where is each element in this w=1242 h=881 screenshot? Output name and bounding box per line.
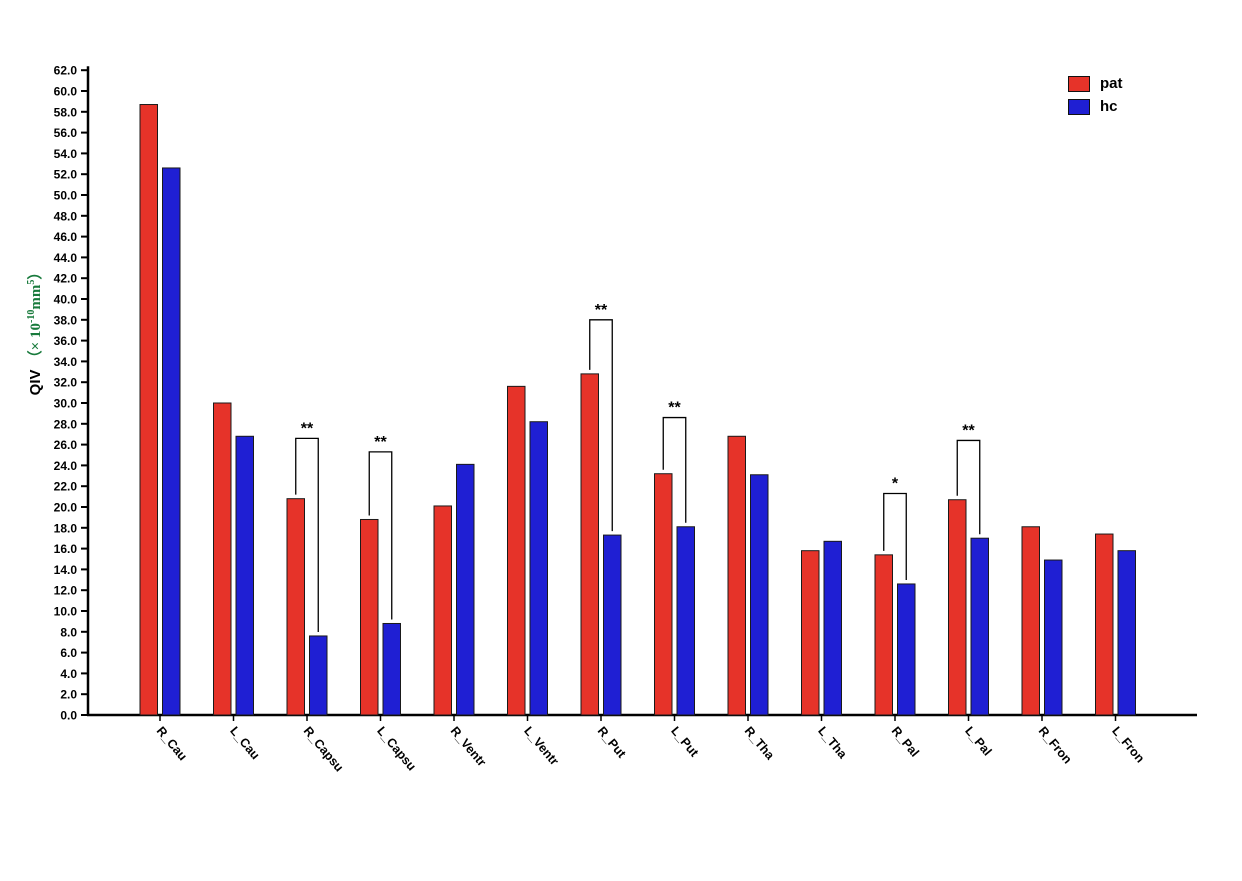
bar-hc-R_Tha bbox=[750, 474, 769, 716]
y-tick-label: 20.0 bbox=[54, 501, 78, 515]
legend-swatch-pat bbox=[1068, 76, 1090, 92]
y-tick-label: 38.0 bbox=[54, 313, 78, 327]
significance-bracket-R_Pal bbox=[883, 492, 907, 580]
bar-pat-L_Capsu bbox=[360, 518, 379, 716]
x-tick-label: L_Put bbox=[668, 724, 702, 760]
bar-hc-L_Pal bbox=[970, 537, 989, 716]
significance-bracket-R_Capsu bbox=[295, 437, 319, 632]
significance-stars-R_Put: ** bbox=[595, 302, 608, 319]
y-tick-label: 14.0 bbox=[54, 563, 78, 577]
y-axis-title: QIV （× 10-10mm5） bbox=[26, 265, 44, 396]
bar-hc-R_Fron bbox=[1044, 559, 1063, 716]
bar-pat-R_Pal bbox=[874, 554, 893, 716]
y-tick-label: 60.0 bbox=[54, 85, 78, 99]
y-tick-label: 8.0 bbox=[60, 625, 77, 639]
x-tick-label: R_Pal bbox=[889, 724, 922, 760]
bar-pat-L_Ventr bbox=[507, 385, 526, 716]
bar-pat-R_Tha bbox=[727, 435, 746, 716]
bar-pat-L_Put bbox=[654, 473, 673, 716]
y-tick-label: 36.0 bbox=[54, 334, 78, 348]
y-tick-label: 26.0 bbox=[54, 438, 78, 452]
y-tick-label: 4.0 bbox=[60, 667, 77, 681]
bar-hc-R_Ventr bbox=[456, 463, 475, 716]
y-tick-label: 30.0 bbox=[54, 397, 78, 411]
y-tick-label: 34.0 bbox=[54, 355, 78, 369]
legend-swatch-hc bbox=[1068, 99, 1090, 115]
y-tick-label: 22.0 bbox=[54, 480, 78, 494]
y-tick-label: 6.0 bbox=[60, 646, 77, 660]
significance-stars-R_Capsu: ** bbox=[301, 420, 314, 437]
significance-stars-L_Capsu: ** bbox=[374, 434, 387, 451]
x-tick-label: R_Capsu bbox=[301, 724, 347, 775]
significance-bracket-L_Put bbox=[662, 416, 687, 523]
y-tick-label: 32.0 bbox=[54, 376, 78, 390]
bar-hc-L_Cau bbox=[235, 435, 254, 716]
bar-hc-R_Cau bbox=[162, 167, 181, 716]
bar-pat-L_Cau bbox=[213, 402, 232, 716]
x-tick-label: L_Tha bbox=[815, 724, 850, 762]
bar-pat-R_Ventr bbox=[433, 505, 452, 716]
y-tick-label: 50.0 bbox=[54, 189, 78, 203]
significance-stars-R_Pal: * bbox=[892, 475, 899, 492]
bar-pat-L_Pal bbox=[948, 499, 967, 716]
legend-item-hc: hc bbox=[1068, 99, 1123, 115]
bar-hc-L_Tha bbox=[823, 540, 842, 716]
legend-item-pat: pat bbox=[1068, 76, 1123, 92]
y-tick-label: 10.0 bbox=[54, 605, 78, 619]
bar-hc-R_Put bbox=[603, 534, 622, 716]
significance-stars-L_Put: ** bbox=[668, 400, 681, 417]
x-tick-label: L_Cau bbox=[227, 724, 262, 762]
bar-hc-L_Capsu bbox=[382, 622, 401, 716]
bar-pat-R_Capsu bbox=[286, 498, 305, 716]
y-tick-label: 28.0 bbox=[54, 417, 78, 431]
x-tick-label: R_Cau bbox=[154, 724, 190, 763]
y-tick-label: 40.0 bbox=[54, 293, 78, 307]
significance-bracket-R_Put bbox=[589, 319, 613, 532]
y-tick-label: 12.0 bbox=[54, 584, 78, 598]
y-tick-label: 54.0 bbox=[54, 147, 78, 161]
legend-label-hc: hc bbox=[1100, 98, 1118, 115]
x-tick-label: L_Pal bbox=[962, 724, 994, 759]
x-tick-label: R_Tha bbox=[742, 724, 778, 763]
significance-stars-L_Pal: ** bbox=[962, 422, 975, 439]
chart-legend: pat hc bbox=[1068, 76, 1123, 115]
y-tick-label: 44.0 bbox=[54, 251, 78, 265]
bar-hc-L_Ventr bbox=[529, 421, 548, 716]
significance-bracket-L_Pal bbox=[956, 439, 981, 535]
y-tick-label: 56.0 bbox=[54, 126, 78, 140]
y-tick-label: 0.0 bbox=[60, 709, 77, 723]
bar-pat-L_Fron bbox=[1095, 533, 1114, 716]
y-tick-label: 62.0 bbox=[54, 64, 78, 78]
x-tick-label: R_Put bbox=[595, 724, 629, 761]
bar-pat-R_Put bbox=[580, 373, 599, 716]
bar-pat-L_Tha bbox=[801, 550, 820, 716]
significance-bracket-L_Capsu bbox=[368, 451, 393, 620]
y-tick-label: 2.0 bbox=[60, 688, 77, 702]
bar-pat-R_Cau bbox=[139, 104, 158, 716]
y-tick-label: 16.0 bbox=[54, 542, 78, 556]
bar-hc-L_Fron bbox=[1117, 550, 1136, 716]
bar-hc-R_Capsu bbox=[309, 635, 328, 716]
x-tick-label: R_Ventr bbox=[448, 724, 489, 769]
y-tick-label: 18.0 bbox=[54, 521, 78, 535]
x-tick-label: R_Fron bbox=[1036, 724, 1075, 767]
y-tick-label: 48.0 bbox=[54, 209, 78, 223]
bar-hc-L_Put bbox=[676, 526, 695, 716]
y-tick-label: 24.0 bbox=[54, 459, 78, 473]
y-tick-label: 42.0 bbox=[54, 272, 78, 286]
legend-label-pat: pat bbox=[1100, 75, 1123, 92]
x-tick-label: L_Ventr bbox=[521, 724, 561, 768]
y-tick-label: 46.0 bbox=[54, 230, 78, 244]
bar-pat-R_Fron bbox=[1021, 526, 1040, 716]
x-tick-label: L_Fron bbox=[1109, 724, 1147, 765]
y-tick-label: 58.0 bbox=[54, 105, 78, 119]
bar-hc-R_Pal bbox=[897, 583, 916, 716]
x-tick-label: L_Capsu bbox=[374, 724, 419, 773]
y-tick-label: 52.0 bbox=[54, 168, 78, 182]
